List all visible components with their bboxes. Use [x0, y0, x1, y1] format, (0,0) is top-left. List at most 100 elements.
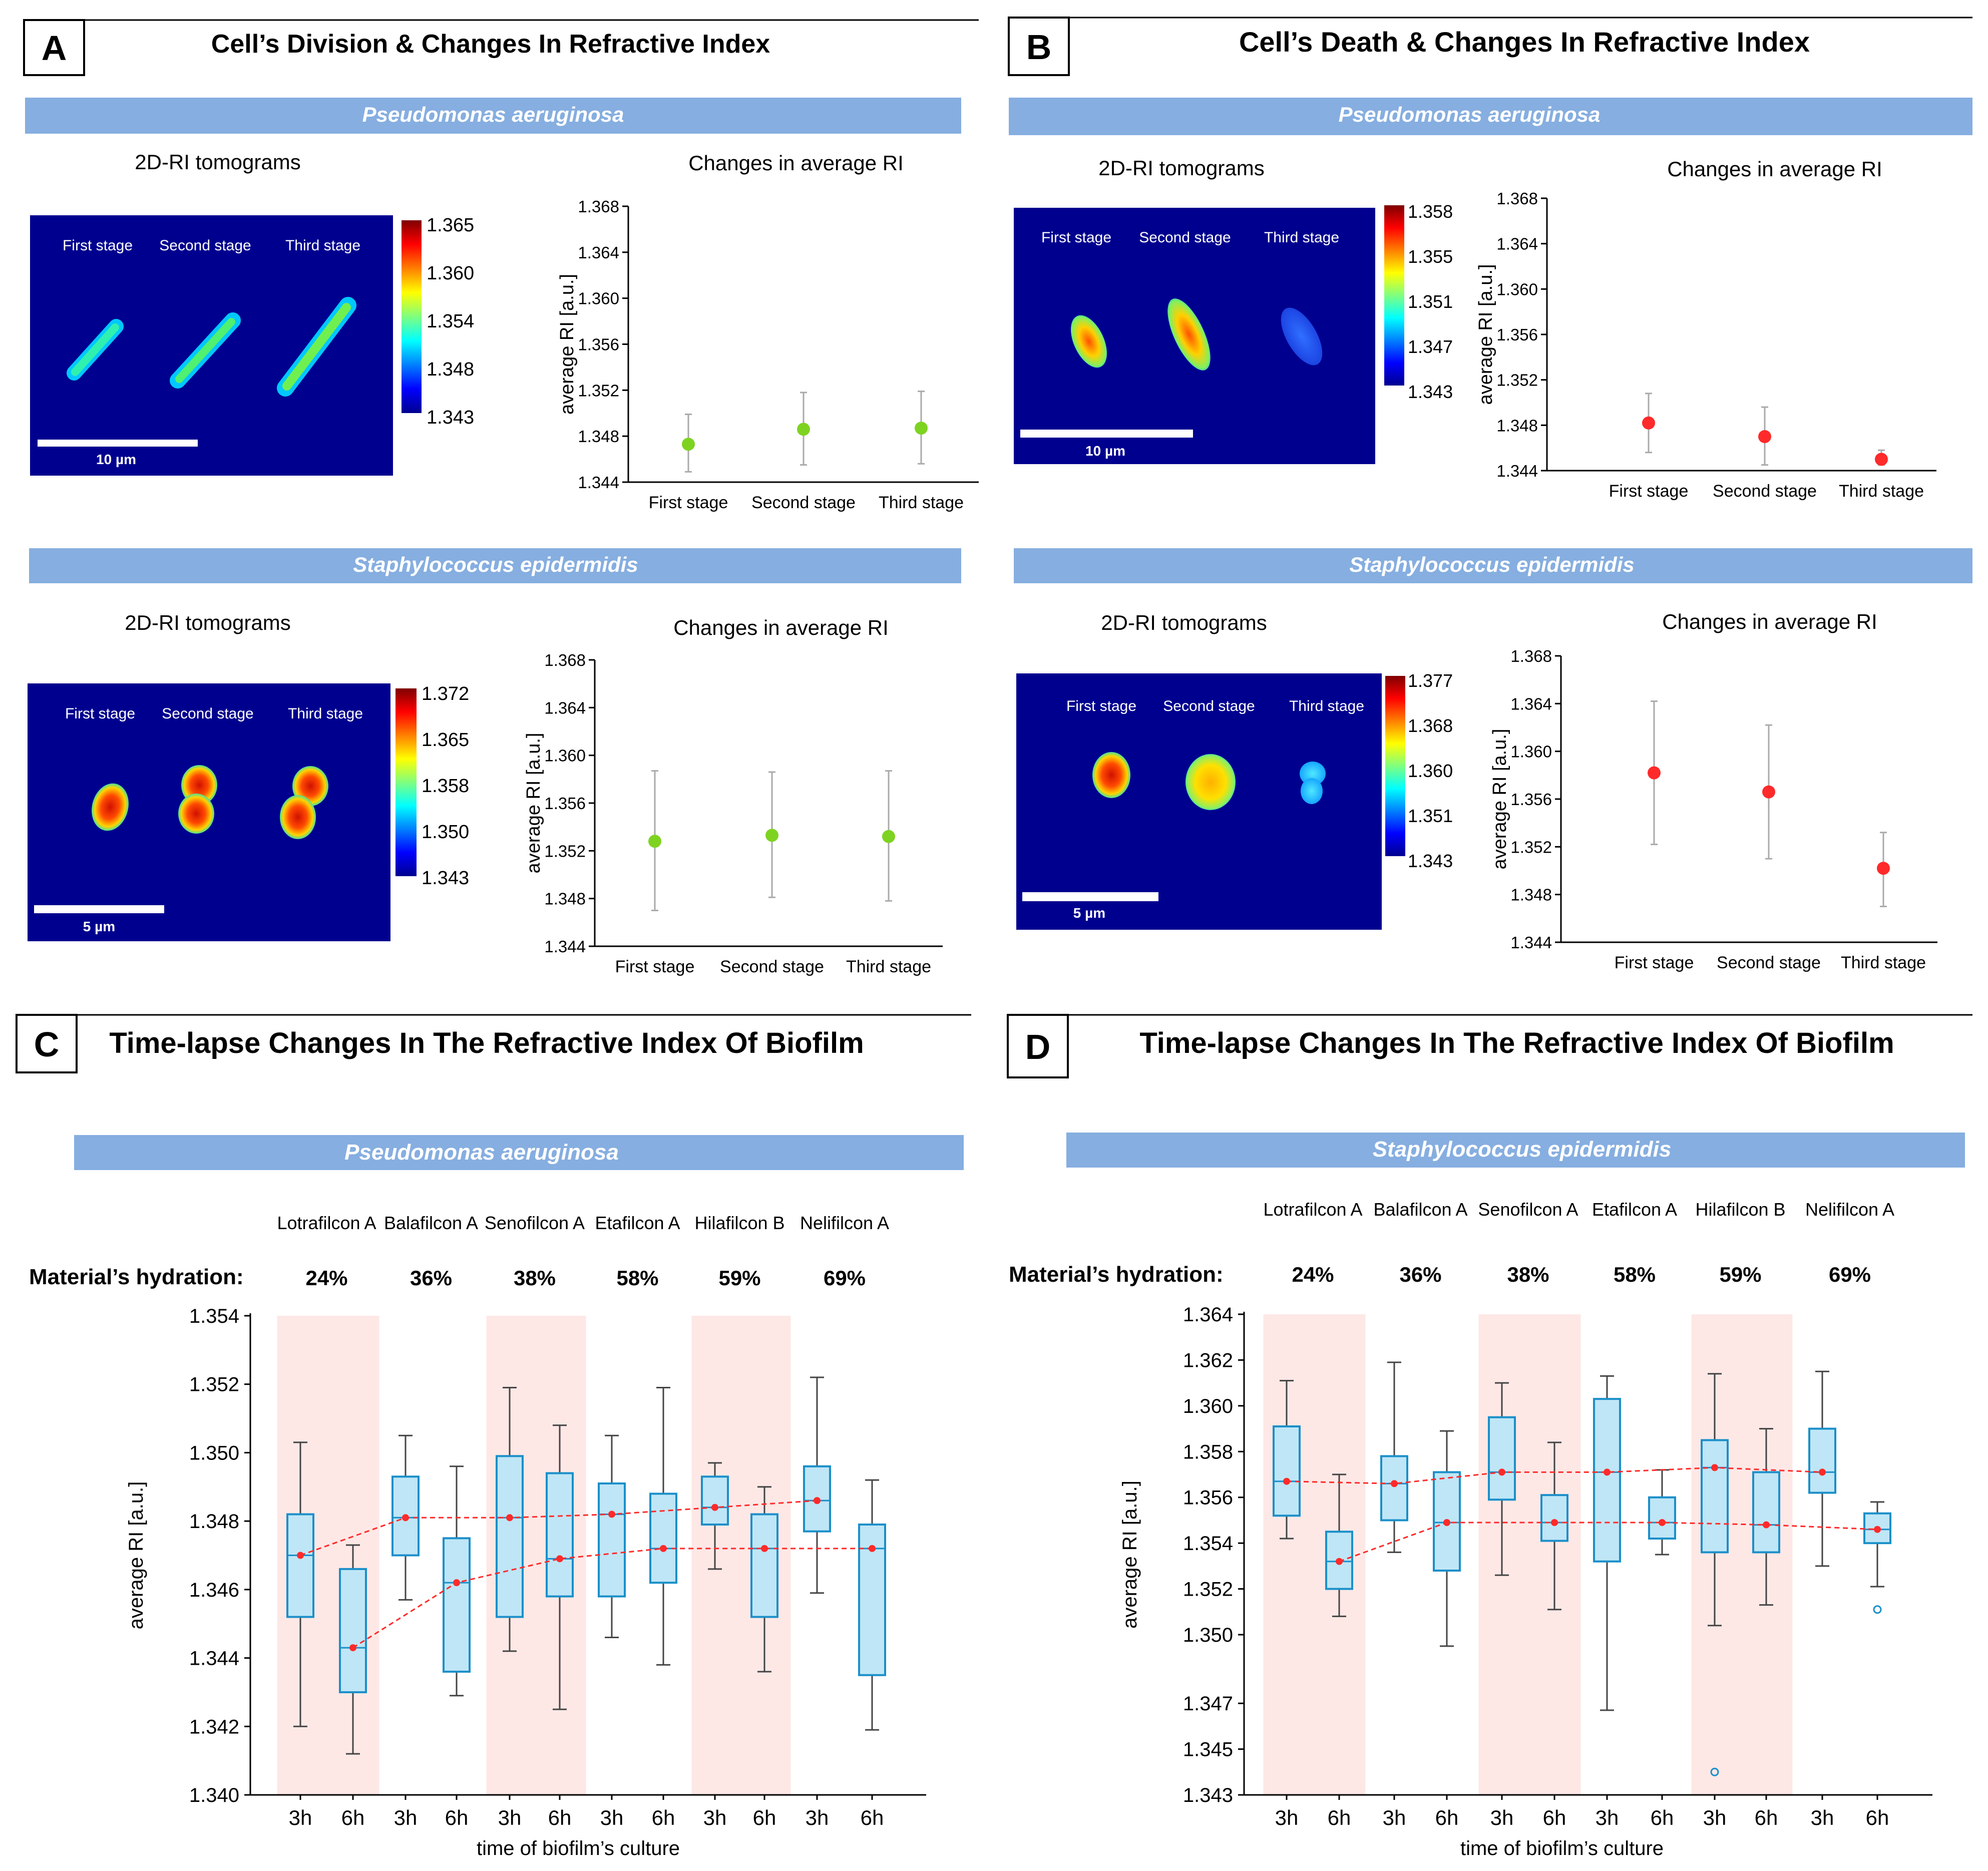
- panel-c-title: Time-lapse Changes In The Refractive Ind…: [109, 1027, 864, 1059]
- x-tick-label: 3h: [806, 1806, 829, 1829]
- mean-point: [1874, 1526, 1881, 1533]
- mean-point: [402, 1514, 409, 1522]
- panel-d-title: Time-lapse Changes In The Refractive Ind…: [1139, 1027, 1894, 1059]
- mean-point: [711, 1504, 718, 1511]
- panel-c: C Time-lapse Changes In The Refractive I…: [16, 1014, 971, 1859]
- box: [546, 1472, 574, 1598]
- svg-text:1.372: 1.372: [422, 683, 469, 704]
- svg-text:1.354: 1.354: [427, 311, 474, 332]
- x-tick-label: Third stage: [1839, 482, 1924, 501]
- data-point: [1648, 766, 1661, 780]
- mean-point: [506, 1514, 513, 1522]
- y-tick-label: 1.360: [578, 289, 619, 308]
- y-tick-label: 1.343: [1183, 1784, 1233, 1806]
- svg-text:1.343: 1.343: [422, 868, 469, 889]
- box: [496, 1455, 524, 1618]
- y-tick-label: 1.360: [1183, 1395, 1233, 1417]
- x-tick-label: 6h: [1328, 1806, 1351, 1829]
- y-tick-label: 1.352: [1183, 1579, 1233, 1601]
- data-point: [882, 830, 895, 843]
- data-point: [1875, 453, 1888, 466]
- y-tick-label: 1.356: [578, 335, 619, 354]
- panel-a-pa-stage-2: Second stage: [159, 237, 251, 254]
- y-tick-label: 1.352: [578, 381, 619, 400]
- panel-b-se-chart-label: Changes in average RI: [1662, 610, 1877, 633]
- panel-a-se-stage-3: Third stage: [288, 705, 363, 722]
- box: [339, 1568, 367, 1693]
- panel-b-se-scale-label: 5 µm: [1073, 905, 1105, 921]
- x-tick-label: First stage: [1609, 482, 1689, 501]
- panel-b-se-colorbar-ticks: 1.377 1.368 1.360 1.351 1.343: [1408, 670, 1453, 871]
- data-point: [648, 835, 661, 848]
- shaded-group: [1691, 1314, 1793, 1795]
- y-tick-label: 1.364: [578, 243, 619, 262]
- panel-a-se-chart: 1.344 1.348 1.352 1.356 1.360 1.364 1.368 First…: [523, 651, 943, 976]
- panel-a-pa-banner-text: Pseudomonas aeruginosa: [362, 103, 624, 126]
- x-tick-label: 6h: [861, 1806, 884, 1829]
- y-tick-label: 1.368: [544, 651, 586, 669]
- x-axis-label: time of biofilm’s culture: [477, 1837, 680, 1859]
- outlier-point: [1710, 1767, 1719, 1776]
- panel-b-se-scalebar: [1022, 892, 1158, 901]
- x-tick-label: 3h: [289, 1806, 312, 1829]
- material-label: Balafilcon A: [1373, 1199, 1467, 1220]
- hydration-value: 59%: [1719, 1263, 1761, 1286]
- y-tick-label: 1.348: [1496, 416, 1538, 435]
- panel-a-pa-scalebar: [38, 440, 198, 447]
- y-tick-label: 1.352: [544, 842, 586, 860]
- y-tick-label: 1.364: [1183, 1304, 1233, 1326]
- panel-b-se-banner-text: Staphylococcus epidermidis: [1349, 553, 1635, 576]
- svg-text:1.360: 1.360: [1408, 761, 1453, 781]
- y-tick-label: 1.352: [1496, 371, 1538, 390]
- panel-b-se-stage-3: Third stage: [1289, 698, 1364, 714]
- mean-point: [1443, 1519, 1450, 1526]
- x-tick-label: 6h: [1543, 1806, 1566, 1829]
- panel-d-letter-box: [1007, 1014, 1069, 1078]
- mean-point: [869, 1545, 876, 1552]
- mean-point: [1336, 1558, 1343, 1565]
- panel-b-pa-scale-label: 10 µm: [1085, 443, 1125, 459]
- x-tick-label: 6h: [652, 1806, 675, 1829]
- box: [701, 1475, 729, 1526]
- y-tick-label: 1.344: [544, 937, 586, 956]
- panel-a-se-banner: [29, 548, 961, 583]
- box: [286, 1513, 314, 1618]
- x-tick-label: 3h: [394, 1806, 418, 1829]
- mean-point: [453, 1579, 460, 1587]
- panel-b-se-tomo-label: 2D-RI tomograms: [1101, 611, 1267, 634]
- svg-text:1.348: 1.348: [427, 359, 474, 380]
- mean-point: [556, 1555, 563, 1563]
- y-tick-label: 1.344: [1496, 462, 1538, 480]
- svg-text:1.360: 1.360: [427, 263, 474, 284]
- box: [1752, 1471, 1780, 1554]
- panel-a-se-stage-1: First stage: [65, 705, 135, 722]
- panel-b-pa-cells: [1070, 298, 1323, 370]
- hydration-value: 24%: [305, 1266, 347, 1290]
- mean-point: [1711, 1464, 1718, 1471]
- panel-b-se-stage-1: First stage: [1066, 698, 1136, 714]
- panel-c-letter: C: [34, 1025, 60, 1064]
- panel-b-letter-box: [1008, 17, 1070, 76]
- y-tick-label: 1.358: [1183, 1441, 1233, 1463]
- material-label: Lotrafilcon A: [277, 1213, 376, 1233]
- y-tick-label: 1.342: [189, 1716, 239, 1738]
- y-tick-label: 1.368: [1510, 647, 1552, 665]
- panel-b-pa-colorbar: [1384, 205, 1404, 386]
- material-label: Hilafilcon B: [1695, 1199, 1785, 1220]
- box: [1433, 1471, 1461, 1572]
- panel-a-se-colorbar-ticks: 1.372 1.365 1.358 1.350 1.343: [422, 683, 469, 889]
- hydration-value: 69%: [1829, 1263, 1871, 1286]
- panel-a-se-tomo-label: 2D-RI tomograms: [125, 611, 290, 634]
- svg-text:1.343: 1.343: [1408, 851, 1453, 871]
- panel-b-pa-tomo-label: 2D-RI tomograms: [1098, 156, 1264, 180]
- panel-a-se-chart-label: Changes in average RI: [673, 616, 889, 639]
- panel-a-se-stage-2: Second stage: [162, 705, 253, 722]
- svg-text:1.377: 1.377: [1408, 670, 1453, 691]
- panel-a-se-cells: [92, 765, 328, 839]
- data-point: [682, 438, 695, 451]
- data-point: [1758, 430, 1771, 443]
- svg-text:1.351: 1.351: [1408, 806, 1453, 826]
- y-tick-label: 1.360: [544, 746, 586, 765]
- x-tick-label: 6h: [753, 1806, 776, 1829]
